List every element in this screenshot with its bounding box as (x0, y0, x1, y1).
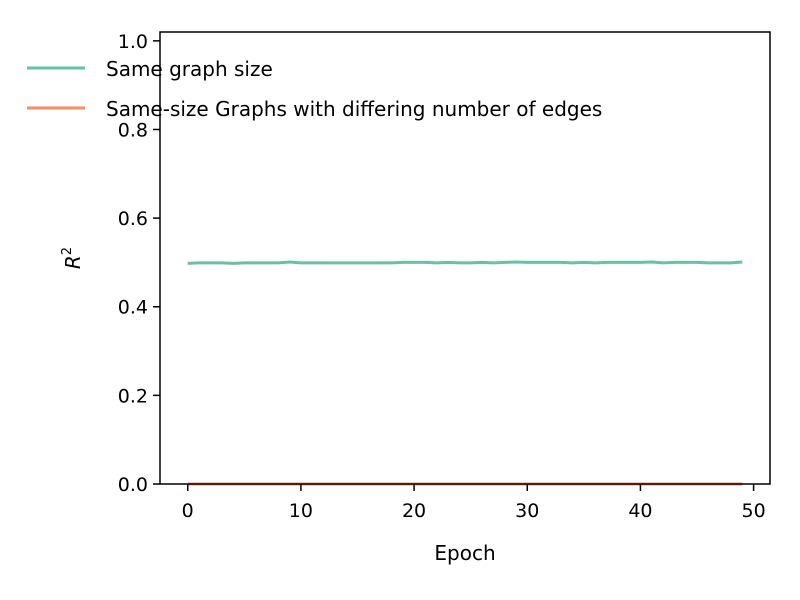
y-axis-title-base: R (61, 255, 85, 269)
y-axis-title-superscript: 2 (60, 247, 75, 255)
series-line-1 (187, 260, 743, 265)
y-tick-label: 0.0 (118, 474, 148, 496)
y-tick-label: 0.8 (118, 119, 148, 141)
legend-label-1: Same graph size (106, 57, 273, 81)
legend: Same graph size Same-size Graphs with dif… (27, 57, 602, 121)
x-tick-label: 0 (182, 500, 194, 522)
y-tick-label: 0.4 (118, 297, 148, 319)
legend-label-2: Same-size Graphs with differing number o… (106, 97, 602, 121)
x-tick-label: 50 (741, 500, 765, 522)
x-tick-label: 10 (289, 500, 313, 522)
x-tick-label: 20 (402, 500, 426, 522)
x-axis-title: Epoch (434, 541, 495, 565)
x-axis: 0 10 20 30 40 50 (182, 484, 766, 522)
y-tick-label: 0.6 (118, 208, 148, 230)
plot-frame (159, 31, 771, 485)
y-tick-label: 0.2 (118, 385, 148, 407)
x-tick-label: 40 (628, 500, 652, 522)
x-tick-label: 30 (515, 500, 539, 522)
y-tick-label: 1.0 (118, 31, 148, 53)
series-layer (187, 260, 743, 486)
y-axis-title: R2 (60, 247, 85, 269)
y-axis: 0.0 0.2 0.4 0.6 0.8 1.0 (118, 31, 160, 496)
